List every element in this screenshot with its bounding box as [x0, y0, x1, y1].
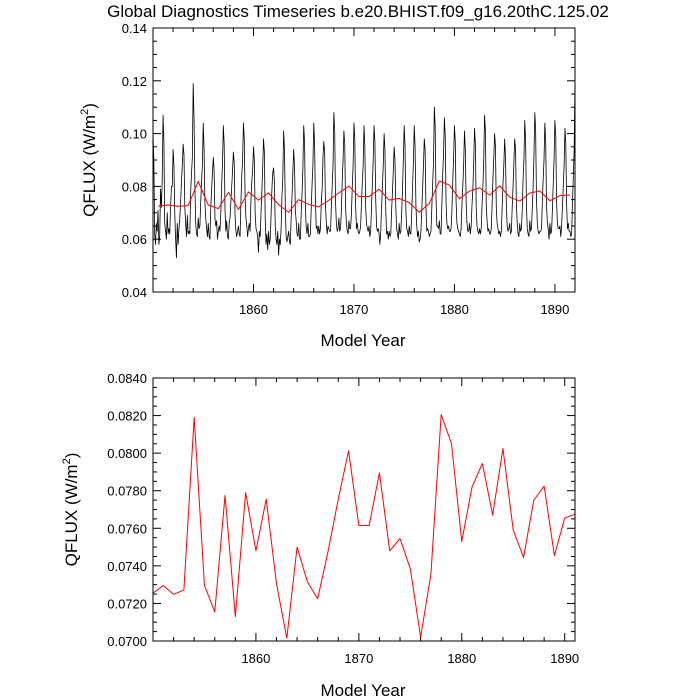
- x-tick-label: 1880: [440, 302, 469, 317]
- y-tick-label: 0.06: [122, 232, 147, 247]
- x-tick-label: 1870: [339, 302, 368, 317]
- y-tick-label: 0.0800: [107, 446, 147, 461]
- x-tick-label: 1890: [540, 302, 569, 317]
- series-line-annual: [157, 180, 571, 213]
- x-tick-label: 1880: [447, 651, 476, 666]
- y-tick-label: 0.14: [122, 21, 147, 36]
- x-tick-label: 1890: [550, 651, 579, 666]
- series-line-monthly: [152, 78, 576, 259]
- y-tick-label: 0.0720: [107, 596, 147, 611]
- x-tick-label: 1870: [344, 651, 373, 666]
- y-tick-label: 0.08: [122, 179, 147, 194]
- y-tick-label: 0.0840: [107, 371, 147, 386]
- y-tick-label: 0.0820: [107, 409, 147, 424]
- plot-frame: [152, 377, 576, 642]
- series-line-annual: [152, 414, 576, 639]
- x-axis-label: Model Year: [320, 331, 405, 350]
- y-tick-label: 0.0700: [107, 634, 147, 649]
- y-tick-label: 0.04: [122, 285, 147, 300]
- chart-title: Global Diagnostics Timeseries b.e20.BHIS…: [107, 2, 609, 21]
- y-tick-label: 0.0740: [107, 559, 147, 574]
- top-panel: 1860 1870 1880 1890 0.04 0.06 0.08 0.10 0.12 0.14…: [79, 21, 576, 350]
- plot-frame: [152, 27, 576, 293]
- y-tick-label: 0.0780: [107, 484, 147, 499]
- y-axis-label: QFLUX (W/m2): [61, 453, 81, 567]
- x-tick-label: 1860: [239, 302, 268, 317]
- bottom-panel: 1860 1870 1880 1890 0.0700 0.0720 0.0740 0.0760…: [61, 371, 579, 700]
- y-axis-label: QFLUX (W/m2): [79, 103, 99, 217]
- y-tick-label: 0.0760: [107, 521, 147, 536]
- x-axis-label: Model Year: [320, 681, 405, 700]
- y-tick-label: 0.10: [122, 127, 147, 142]
- x-tick-label: 1860: [241, 651, 270, 666]
- y-tick-label: 0.12: [122, 74, 147, 89]
